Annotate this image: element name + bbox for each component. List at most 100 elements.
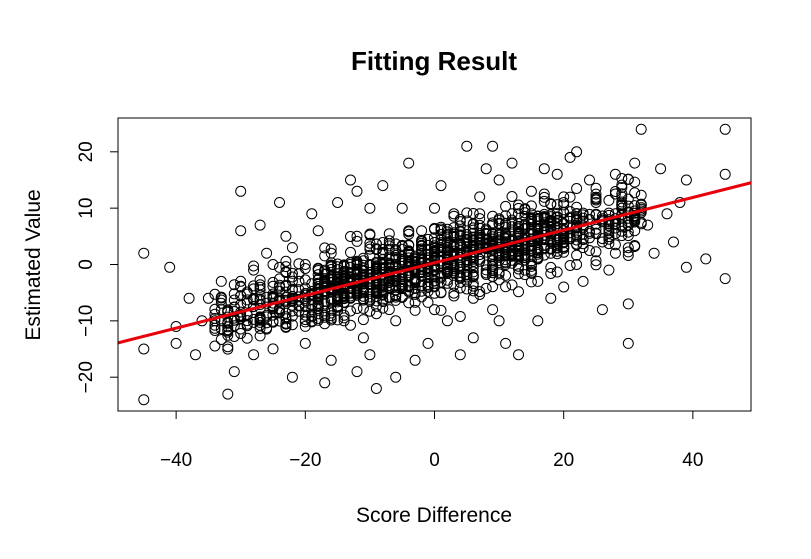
data-point <box>577 238 589 250</box>
data-point <box>500 337 512 349</box>
data-point <box>416 225 428 237</box>
data-point <box>480 264 492 276</box>
data-point <box>370 261 382 273</box>
data-point <box>286 284 298 296</box>
data-point <box>500 250 512 262</box>
data-point <box>584 232 595 244</box>
y-axis: −20 −10 0 10 20 <box>76 141 119 393</box>
data-point <box>564 191 576 203</box>
data-point <box>396 257 408 269</box>
data-point <box>603 264 615 276</box>
data-point <box>222 388 234 400</box>
data-point <box>345 174 356 186</box>
data-point <box>254 289 266 301</box>
data-point <box>629 240 641 251</box>
data-point <box>383 235 395 247</box>
data-point <box>422 296 434 308</box>
data-point <box>622 250 634 261</box>
data-point <box>558 242 570 254</box>
data-point <box>325 243 337 255</box>
data-point <box>209 325 221 336</box>
data-point <box>596 236 608 248</box>
data-point <box>487 255 499 266</box>
data-point <box>622 298 634 310</box>
data-point <box>228 331 240 342</box>
data-point <box>280 261 292 273</box>
data-point <box>254 323 266 334</box>
data-point <box>377 294 389 306</box>
data-point <box>351 287 363 298</box>
data-point <box>525 236 537 248</box>
data-point <box>435 180 447 192</box>
data-point <box>377 259 389 271</box>
data-point <box>532 275 544 287</box>
data-point <box>493 315 505 327</box>
data-point <box>370 256 382 268</box>
data-point <box>571 146 583 158</box>
data-point <box>500 259 512 271</box>
y-tick-label: −20 <box>76 361 97 393</box>
data-point <box>357 252 369 264</box>
data-point <box>519 218 531 230</box>
data-point <box>584 208 595 220</box>
data-point <box>364 241 376 253</box>
data-point <box>370 244 382 256</box>
data-point <box>235 185 247 197</box>
x-axis-label: Score Difference <box>356 504 512 527</box>
data-point <box>525 266 537 278</box>
data-point <box>622 230 634 242</box>
data-point <box>299 259 311 270</box>
data-point <box>629 176 641 188</box>
data-point <box>441 237 453 249</box>
data-point <box>616 200 628 212</box>
data-point <box>513 268 524 280</box>
data-point <box>525 250 537 262</box>
data-point <box>248 260 260 272</box>
data-point <box>351 258 363 270</box>
data-point <box>228 320 240 332</box>
data-point <box>629 157 641 169</box>
data-point <box>215 275 227 287</box>
data-point <box>248 349 260 361</box>
data-point <box>525 224 537 236</box>
data-point <box>299 274 311 286</box>
data-point <box>680 174 692 186</box>
data-point <box>235 328 247 339</box>
data-point <box>603 209 615 221</box>
data-point <box>254 293 266 305</box>
data-point <box>590 208 602 220</box>
data-point <box>267 259 279 270</box>
data-point <box>403 297 415 309</box>
data-point <box>622 242 634 254</box>
data-point <box>241 332 253 344</box>
data-point <box>267 276 279 288</box>
data-point <box>635 123 647 135</box>
data-point <box>603 231 615 243</box>
data-point <box>319 242 331 254</box>
data-point <box>519 269 531 281</box>
data-point <box>480 282 492 294</box>
data-point <box>222 329 234 341</box>
data-point <box>293 268 305 280</box>
data-point <box>519 252 531 264</box>
data-point <box>429 304 440 316</box>
data-point <box>616 230 628 242</box>
data-point <box>416 269 428 281</box>
data-point <box>480 163 492 175</box>
data-point <box>474 222 486 234</box>
data-point <box>474 191 486 203</box>
data-point <box>261 309 273 321</box>
data-point <box>209 340 221 352</box>
data-point <box>513 226 524 237</box>
data-point <box>396 280 408 292</box>
data-point <box>525 185 537 197</box>
y-tick-label: −10 <box>76 305 97 337</box>
data-point <box>138 394 150 406</box>
data-point <box>261 317 273 329</box>
data-point <box>680 261 692 273</box>
data-point <box>616 219 628 231</box>
data-point <box>267 343 279 355</box>
data-point <box>390 371 402 383</box>
data-point <box>299 320 311 332</box>
